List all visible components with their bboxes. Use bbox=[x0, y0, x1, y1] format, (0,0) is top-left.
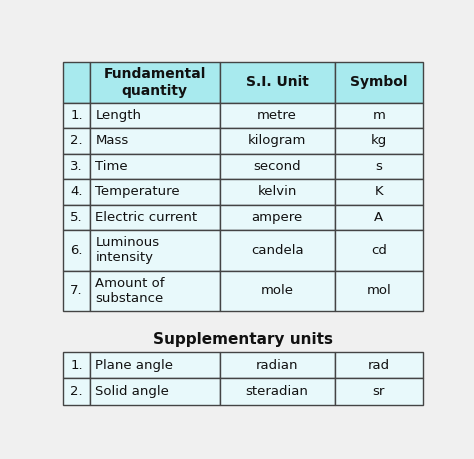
Text: Length: Length bbox=[95, 109, 141, 122]
Bar bbox=[335, 205, 423, 230]
Text: Mass: Mass bbox=[95, 134, 128, 147]
Bar bbox=[335, 230, 423, 271]
Text: mol: mol bbox=[366, 285, 391, 297]
Text: kg: kg bbox=[371, 134, 387, 147]
Text: second: second bbox=[253, 160, 301, 173]
Text: Supplementary units: Supplementary units bbox=[153, 332, 333, 347]
Bar bbox=[63, 379, 90, 405]
Bar bbox=[335, 179, 423, 205]
Bar bbox=[63, 271, 90, 311]
Text: sr: sr bbox=[373, 385, 385, 398]
Bar bbox=[63, 205, 90, 230]
Bar bbox=[335, 128, 423, 154]
Text: candela: candela bbox=[251, 244, 303, 257]
Bar bbox=[219, 128, 335, 154]
Text: s: s bbox=[375, 160, 382, 173]
Bar bbox=[90, 205, 219, 230]
Text: 6.: 6. bbox=[70, 244, 82, 257]
Text: Temperature: Temperature bbox=[95, 185, 180, 198]
Text: Amount of
substance: Amount of substance bbox=[95, 277, 165, 305]
Bar bbox=[90, 154, 219, 179]
Bar bbox=[219, 379, 335, 405]
Text: radian: radian bbox=[256, 359, 298, 372]
Bar bbox=[90, 62, 219, 103]
Text: ampere: ampere bbox=[252, 211, 303, 224]
Bar bbox=[219, 103, 335, 128]
Text: Fundamental
quantity: Fundamental quantity bbox=[103, 67, 206, 98]
Bar bbox=[90, 128, 219, 154]
Text: Symbol: Symbol bbox=[350, 75, 408, 90]
Bar bbox=[335, 154, 423, 179]
Bar bbox=[219, 154, 335, 179]
Bar bbox=[63, 103, 90, 128]
Bar bbox=[63, 128, 90, 154]
Text: A: A bbox=[374, 211, 383, 224]
Text: 4.: 4. bbox=[70, 185, 82, 198]
Text: 2.: 2. bbox=[70, 134, 83, 147]
Text: steradian: steradian bbox=[246, 385, 309, 398]
Text: K: K bbox=[374, 185, 383, 198]
Bar bbox=[63, 154, 90, 179]
Text: cd: cd bbox=[371, 244, 387, 257]
Text: metre: metre bbox=[257, 109, 297, 122]
Bar bbox=[219, 352, 335, 379]
Text: m: m bbox=[373, 109, 385, 122]
Bar bbox=[335, 352, 423, 379]
Bar bbox=[90, 179, 219, 205]
Text: kilogram: kilogram bbox=[248, 134, 306, 147]
Bar bbox=[219, 271, 335, 311]
Bar bbox=[90, 230, 219, 271]
Bar bbox=[335, 62, 423, 103]
Bar bbox=[90, 379, 219, 405]
Bar bbox=[219, 230, 335, 271]
Bar bbox=[90, 271, 219, 311]
Bar bbox=[63, 62, 90, 103]
Bar bbox=[63, 179, 90, 205]
Bar bbox=[335, 103, 423, 128]
Bar bbox=[335, 271, 423, 311]
Text: 3.: 3. bbox=[70, 160, 83, 173]
Bar bbox=[219, 62, 335, 103]
Bar bbox=[63, 230, 90, 271]
Text: Solid angle: Solid angle bbox=[95, 385, 169, 398]
Text: Electric current: Electric current bbox=[95, 211, 198, 224]
Text: Time: Time bbox=[95, 160, 128, 173]
Bar bbox=[63, 352, 90, 379]
Text: Plane angle: Plane angle bbox=[95, 359, 173, 372]
Text: 5.: 5. bbox=[70, 211, 83, 224]
Text: mole: mole bbox=[261, 285, 293, 297]
Bar bbox=[90, 103, 219, 128]
Text: Luminous
intensity: Luminous intensity bbox=[95, 236, 160, 264]
Bar bbox=[335, 379, 423, 405]
Text: S.I. Unit: S.I. Unit bbox=[246, 75, 309, 90]
Bar bbox=[219, 205, 335, 230]
Text: 1.: 1. bbox=[70, 359, 83, 372]
Bar bbox=[219, 179, 335, 205]
Text: rad: rad bbox=[368, 359, 390, 372]
Text: kelvin: kelvin bbox=[257, 185, 297, 198]
Text: 1.: 1. bbox=[70, 109, 83, 122]
Text: 7.: 7. bbox=[70, 285, 83, 297]
Bar bbox=[90, 352, 219, 379]
Text: 2.: 2. bbox=[70, 385, 83, 398]
